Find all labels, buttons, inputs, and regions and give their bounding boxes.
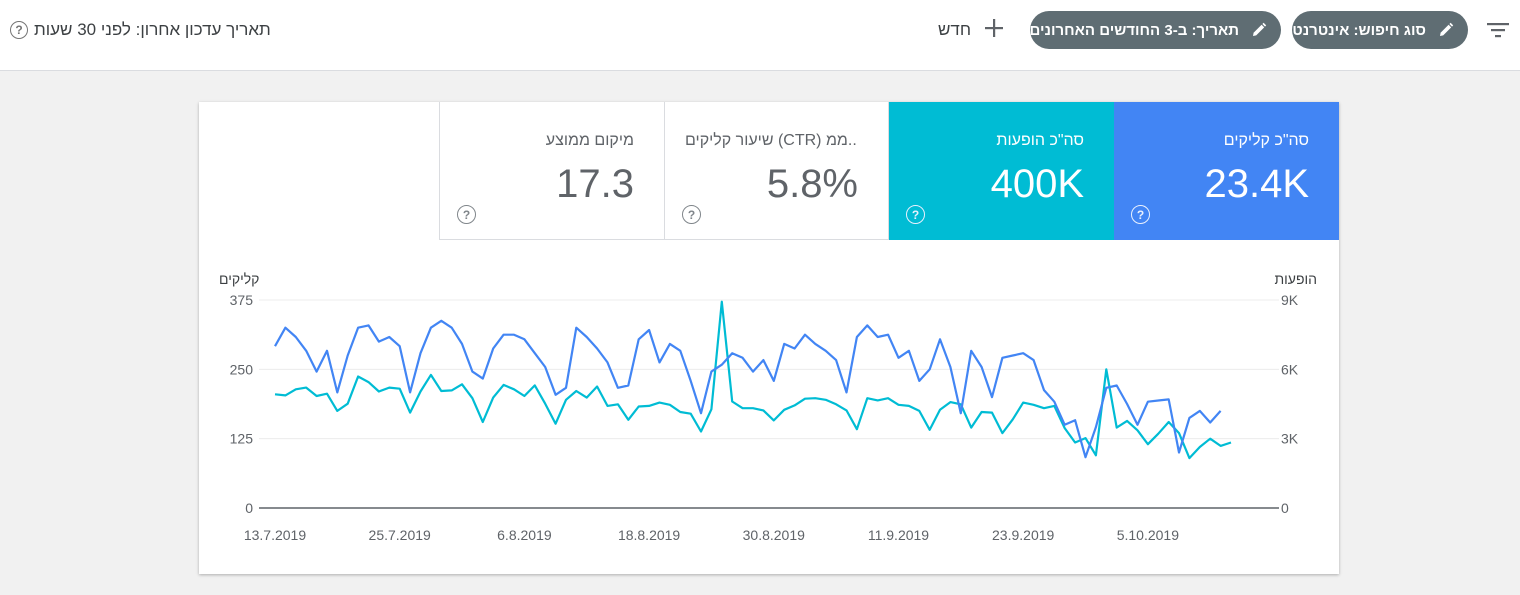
performance-chart-svg: קליקים הופעות 375 9K 250 6K 125 3K 0 0 13.7.201… bbox=[219, 271, 1317, 543]
metric-total-impressions[interactable]: סה"כ הופעות 400K ? bbox=[889, 102, 1114, 240]
filter-list-icon[interactable] bbox=[1484, 16, 1512, 44]
performance-chart: קליקים הופעות 375 9K 250 6K 125 3K 0 0 13.7.201… bbox=[199, 262, 1339, 562]
help-icon[interactable]: ? bbox=[906, 205, 925, 224]
metric-total-clicks[interactable]: סה"כ קליקים 23.4K ? bbox=[1114, 102, 1339, 240]
help-icon[interactable]: ? bbox=[457, 205, 476, 224]
clicks-series-line bbox=[274, 300, 1232, 460]
x-tick-label: 18.8.2019 bbox=[618, 527, 680, 543]
right-axis-title: הופעות bbox=[1274, 271, 1317, 287]
metric-label: סה"כ הופעות bbox=[996, 132, 1084, 149]
right-tick-label: 0 bbox=[1281, 500, 1289, 516]
right-tick-label: 3K bbox=[1281, 431, 1299, 447]
metric-value: 23.4K bbox=[1204, 162, 1309, 206]
x-tick-label: 11.9.2019 bbox=[868, 527, 929, 543]
edit-pencil-icon bbox=[1438, 22, 1454, 38]
x-tick-label: 23.9.2019 bbox=[992, 527, 1054, 543]
help-icon[interactable]: ? bbox=[682, 205, 701, 224]
left-tick-label: 250 bbox=[230, 361, 254, 377]
help-icon[interactable]: ? bbox=[1131, 205, 1150, 224]
metric-label: מיקום ממוצע bbox=[545, 132, 634, 149]
left-tick-label: 0 bbox=[245, 500, 253, 516]
metric-value: 5.8% bbox=[766, 162, 858, 206]
metric-label: סה"כ קליקים bbox=[1223, 132, 1309, 149]
performance-card: סה"כ קליקים 23.4K ? סה"כ הופעות 400K ? ש… bbox=[199, 102, 1339, 574]
top-toolbar: סוג חיפוש: אינטרנט תאריך: ב-3 החודשים הא… bbox=[0, 0, 1520, 71]
x-tick-label: 6.8.2019 bbox=[497, 527, 552, 543]
metric-average-ctr[interactable]: שיעור קליקים (CTR) ממ... 5.8% ? bbox=[664, 102, 889, 240]
new-filter-label: חדש bbox=[938, 20, 972, 39]
metric-average-position[interactable]: מיקום ממוצע 17.3 ? bbox=[439, 102, 664, 240]
date-range-chip-label: תאריך: ב-3 החודשים האחרונים bbox=[1029, 21, 1239, 39]
x-tick-label: 5.10.2019 bbox=[1117, 527, 1179, 543]
left-axis-title: קליקים bbox=[219, 271, 259, 287]
right-tick-label: 6K bbox=[1281, 361, 1299, 377]
edit-pencil-icon bbox=[1251, 22, 1267, 38]
plus-icon bbox=[985, 18, 1004, 42]
left-tick-label: 125 bbox=[230, 431, 254, 447]
search-type-chip-label: סוג חיפוש: אינטרנט bbox=[1292, 21, 1426, 39]
impressions-series-line bbox=[274, 319, 1222, 459]
help-icon[interactable]: ? bbox=[10, 21, 28, 39]
metric-label: שיעור קליקים (CTR) ממ... bbox=[685, 132, 858, 149]
date-range-chip[interactable]: תאריך: ב-3 החודשים האחרונים bbox=[1029, 11, 1281, 49]
left-tick-label: 375 bbox=[230, 292, 254, 308]
search-type-chip[interactable]: סוג חיפוש: אינטרנט bbox=[1292, 11, 1468, 49]
x-tick-label: 13.7.2019 bbox=[244, 527, 306, 543]
last-updated: ? תאריך עדכון אחרון: לפני 30 שעות bbox=[10, 19, 271, 41]
metric-value: 17.3 bbox=[556, 162, 634, 206]
right-tick-label: 9K bbox=[1281, 292, 1299, 308]
new-filter-button[interactable]: חדש bbox=[938, 17, 1004, 43]
x-tick-label: 30.8.2019 bbox=[743, 527, 805, 543]
metric-value: 400K bbox=[990, 162, 1084, 206]
x-tick-label: 25.7.2019 bbox=[369, 527, 431, 543]
last-updated-text: תאריך עדכון אחרון: לפני 30 שעות bbox=[34, 20, 271, 39]
